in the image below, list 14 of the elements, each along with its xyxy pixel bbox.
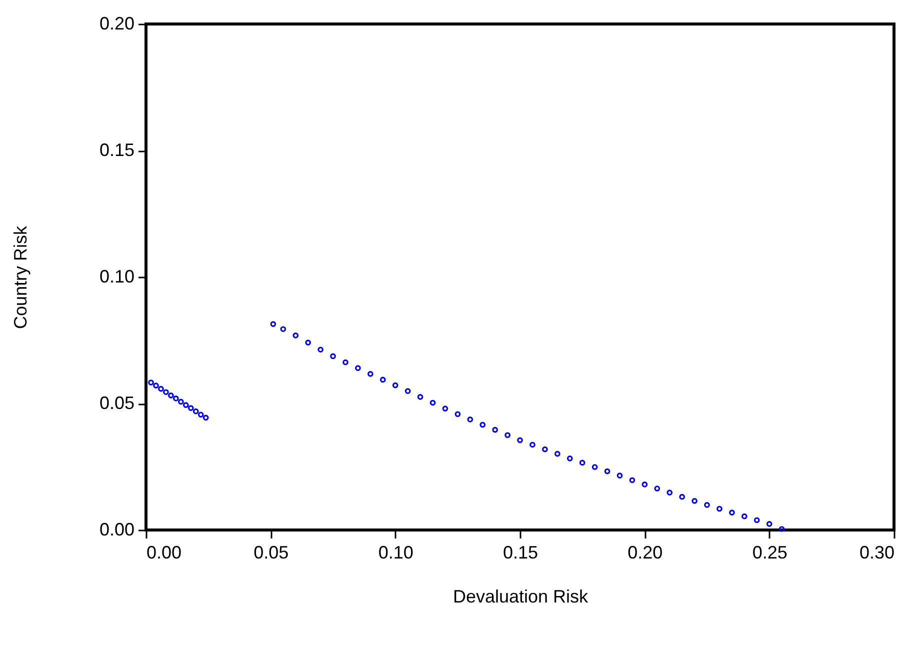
y-axis-title: Country Risk <box>10 224 30 330</box>
x-tick-label: 0.00 <box>146 542 182 562</box>
y-tick-label: 0.05 <box>99 393 134 413</box>
x-tick-label: 0.20 <box>628 542 663 562</box>
y-tick-label: 0.20 <box>99 14 134 34</box>
x-axis-title: Devaluation Risk <box>452 586 590 606</box>
x-tick-label: 0.10 <box>378 542 414 562</box>
x-tick-label: 0.25 <box>752 542 788 562</box>
y-tick-label: 0.10 <box>99 266 134 286</box>
x-tick-label: 0.05 <box>254 542 289 562</box>
x-tick-label: 0.30 <box>859 542 894 562</box>
x-tick-label: 0.15 <box>502 542 538 562</box>
y-tick-label: 0.15 <box>99 140 134 160</box>
y-tick-label: 0.00 <box>99 520 134 540</box>
